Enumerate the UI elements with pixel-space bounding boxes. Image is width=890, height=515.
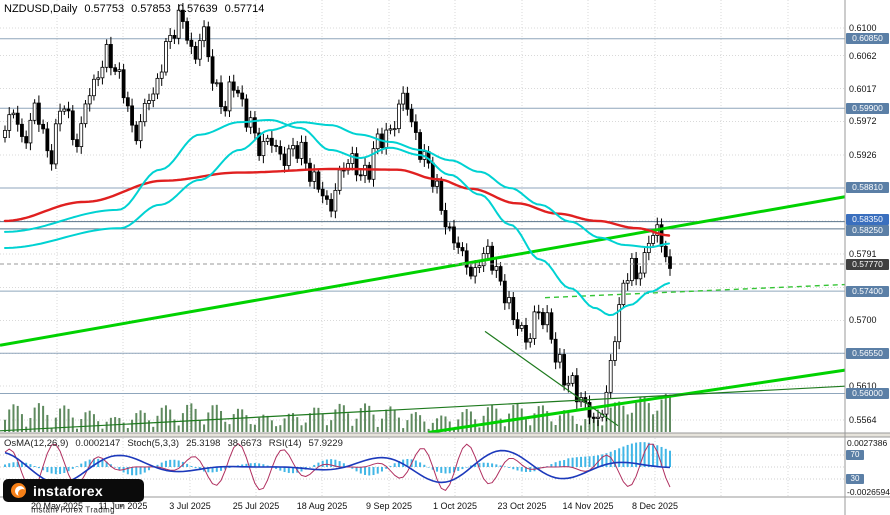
low-value: 0.57639 [177,3,218,15]
instaforex-logo-icon [11,483,26,498]
rsi-name: RSI(14) [268,438,302,449]
indicator-scale-min: -0.0026594 [847,487,890,497]
ohlc-quote-line: NZDUSD,Daily 0.57753 0.57853 0.57639 0.5… [4,3,264,15]
indicator-scale-max: 0.0027386 [847,438,888,448]
close-value: 0.57714 [224,3,265,15]
moving-averages [3,119,671,317]
ascending-trendline-major [0,195,846,347]
horizontal-level-lines [0,38,845,395]
symbol-period-label: NZDUSD,Daily [4,3,78,15]
ascending-trendline-thin [0,385,846,432]
ascending-trendline-lower [428,368,846,434]
stoch-value-2: 38.6673 [227,438,262,449]
ma-red-slow [3,167,671,237]
stochastic-line [4,443,671,491]
osma-name: OsMA(12,26,9) [4,438,69,449]
grid [0,0,845,497]
osma-value: 0.0002147 [75,438,121,449]
open-value: 0.57753 [84,3,125,15]
stoch-value-1: 25.3198 [186,438,221,449]
candlestick-series [3,2,672,427]
ma-cyan-medium [4,121,670,249]
logo-pill: instaforex [3,479,144,502]
trend-lines [0,195,846,434]
stoch-name: Stoch(5,3,3) [127,438,180,449]
trademark-symbol: ™ [117,504,124,511]
instaforex-logo: instaforex Instant Forex Trading ™ [3,479,144,515]
high-value: 0.57853 [131,3,171,15]
logo-tagline: Instant Forex Trading ™ [31,504,124,515]
rsi-value: 57.9229 [308,438,343,449]
logo-brand-text: instaforex [33,482,103,499]
indicator-values-label: OsMA(12,26,9) 0.0002147 Stoch(5,3,3) 25.… [4,438,343,449]
rsi-line [4,449,671,485]
ma-cyan-fast [4,119,670,317]
descending-trendline-thin [484,330,619,427]
